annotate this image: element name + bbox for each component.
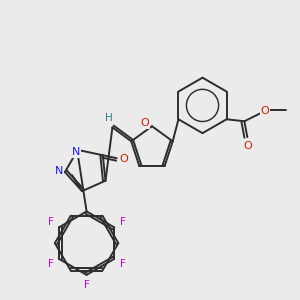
- Text: F: F: [48, 217, 53, 227]
- Text: O: O: [243, 141, 252, 151]
- Text: O: O: [141, 118, 149, 128]
- Text: F: F: [120, 217, 126, 227]
- Text: F: F: [120, 259, 126, 269]
- Text: F: F: [48, 259, 53, 269]
- Text: O: O: [119, 154, 128, 164]
- Text: H: H: [105, 113, 112, 124]
- Text: O: O: [261, 106, 269, 116]
- Text: N: N: [72, 147, 80, 157]
- Text: N: N: [55, 166, 63, 176]
- Text: F: F: [84, 280, 89, 290]
